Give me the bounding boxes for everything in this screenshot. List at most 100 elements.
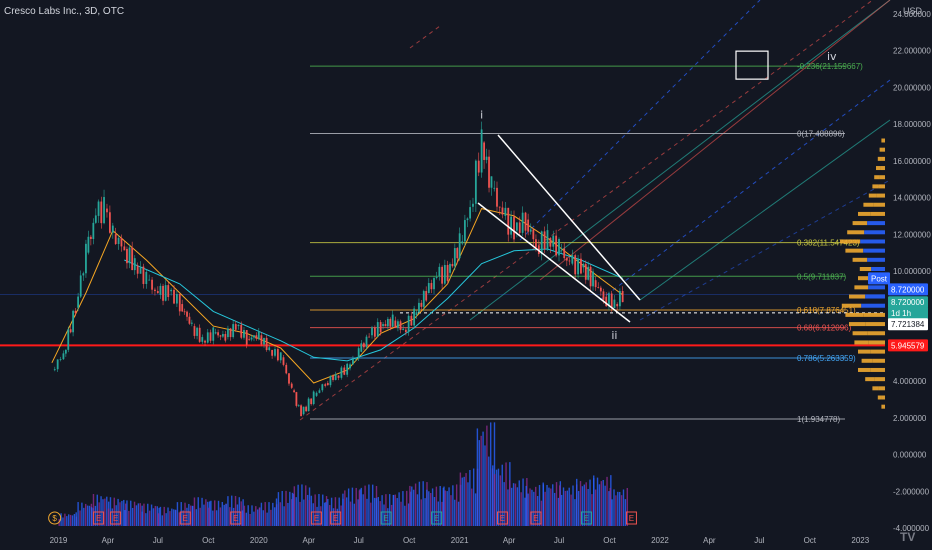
candle-body — [186, 311, 188, 317]
candle-body — [111, 225, 114, 233]
volume-bar — [234, 495, 237, 526]
volume-bar — [373, 497, 376, 526]
event-marker-label: E — [113, 514, 118, 523]
candle-body — [237, 324, 240, 327]
volume-bar — [322, 494, 324, 526]
candle-body — [229, 328, 232, 338]
volume-bar — [195, 509, 198, 526]
price-tag-box — [868, 272, 890, 285]
volume-profile-bar — [880, 166, 885, 171]
volume-bar — [622, 489, 625, 526]
pitchfork-line — [409, 25, 441, 49]
volume-bar — [297, 484, 299, 526]
x-tick-label: Apr — [703, 536, 716, 545]
volume-bar — [444, 490, 446, 526]
price-tag-box — [888, 296, 928, 309]
candle-body — [357, 348, 360, 359]
volume-bar — [389, 494, 391, 526]
candle-body — [458, 233, 461, 259]
volume-bar — [203, 504, 205, 526]
y-axis[interactable]: 24.000000 22.000000 20.000000 18.000000 16.0… — [893, 10, 931, 533]
y-tick-label: 22.000000 — [893, 47, 931, 56]
volume-bar — [562, 487, 565, 526]
volume-bar — [472, 468, 475, 526]
volume-bar — [379, 501, 381, 526]
fib-level-label: 0.618(7.876451) — [797, 306, 856, 315]
price-tag-label: Post — [871, 274, 888, 283]
volume-profile-bar — [849, 294, 866, 299]
y-tick-label: 10.000000 — [893, 267, 931, 276]
volume-bar — [585, 482, 587, 526]
candle-body — [594, 280, 597, 288]
candle-body — [100, 201, 103, 224]
volume-bar — [85, 503, 87, 526]
volume-bar — [357, 499, 359, 526]
candle-body — [282, 357, 285, 365]
volume-bar — [439, 486, 441, 526]
candle-body — [142, 266, 145, 284]
volume-bar — [501, 464, 503, 526]
volume-profile-bar — [874, 175, 880, 180]
volume-profile-bar — [883, 404, 885, 409]
volume-bar — [387, 508, 389, 526]
candle-body — [496, 187, 498, 207]
volume-bar — [157, 513, 160, 526]
volume-bar — [247, 505, 249, 526]
candle-body — [312, 391, 315, 405]
volume-bar — [193, 497, 196, 526]
candle-body — [420, 302, 423, 307]
candle-body — [397, 321, 399, 328]
volume-bar — [283, 506, 285, 526]
fib-level-label: -0.236(21.159667) — [797, 62, 863, 71]
candle-body — [466, 218, 469, 221]
y-tick-label: 24.000000 — [893, 10, 931, 19]
volume-bar — [171, 508, 173, 526]
candle-body — [543, 231, 546, 250]
volume-bar — [362, 494, 364, 526]
candle-body — [72, 310, 74, 333]
volume-bar — [383, 504, 385, 526]
candle-body — [521, 212, 524, 233]
earnings-marker — [625, 511, 637, 525]
volume-bar — [98, 502, 100, 526]
volume-bar — [152, 508, 155, 526]
currency-label[interactable]: USD — [903, 6, 923, 16]
candle-body — [474, 160, 477, 204]
x-axis[interactable]: 2019 Apr Jul Oct 2020 Apr Jul Oct 2021 Apr Jul Oct 2… — [50, 536, 870, 545]
x-tick-label: 2023 — [851, 536, 869, 545]
volume-bar — [398, 492, 400, 526]
volume-bar — [497, 468, 500, 526]
volume-bar — [495, 469, 498, 526]
candle-body — [535, 239, 537, 248]
volume-bar — [150, 504, 153, 526]
event-marker-label: E — [96, 514, 101, 523]
volume-profile-bar — [860, 239, 885, 244]
price-tag-label: 8.720000 — [891, 298, 925, 307]
fib-level-label: 1(1.934778) — [797, 415, 840, 424]
volume-bar — [507, 489, 509, 526]
volume-bar — [446, 491, 448, 526]
volume-bar — [67, 514, 70, 526]
candle-body — [597, 287, 600, 288]
fib-level-label: 0.68(6.912096) — [797, 324, 852, 333]
earnings-marker — [93, 511, 105, 525]
volume-bar — [600, 481, 603, 526]
dividend-marker — [48, 511, 62, 525]
candle-body — [599, 287, 602, 292]
volume-bar — [385, 494, 387, 526]
earnings-marker — [431, 511, 443, 525]
candle-body — [580, 258, 582, 274]
event-marker-label: E — [434, 514, 439, 523]
candle-body — [407, 315, 410, 333]
volume-profile-bar — [852, 221, 868, 226]
volume-bar — [83, 507, 85, 526]
candle-body — [529, 229, 532, 232]
candle-body — [227, 328, 229, 338]
candle-body — [451, 264, 454, 267]
volume-bar — [482, 431, 484, 526]
candle-body — [250, 337, 253, 340]
volume-profile-bar — [876, 166, 881, 171]
fibonacci-levels: -0.236(21.159667) 0(17.488896) 0.382(11.54… — [0, 50, 885, 424]
candle-body — [94, 215, 97, 223]
